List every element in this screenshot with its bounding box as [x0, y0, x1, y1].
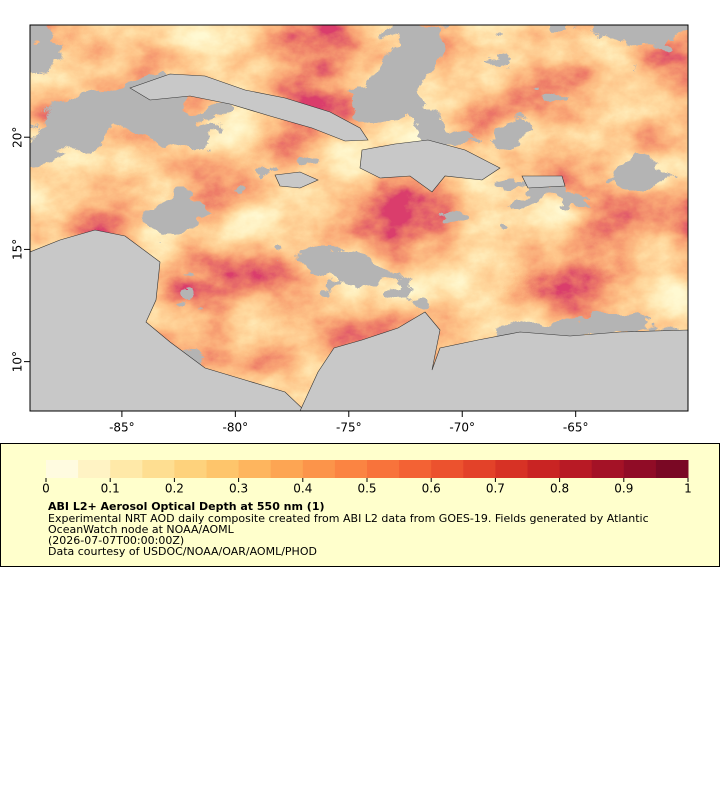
legend-title: ABI L2+ Aerosol Optical Depth at 550 nm …: [48, 500, 325, 513]
colorbar-tick-label: 0.7: [486, 482, 505, 496]
colorbar-tick-label: 1: [684, 482, 692, 496]
colorbar-swatch: [46, 460, 79, 478]
colorbar-swatch: [463, 460, 496, 478]
colorbar-tick-label: 0.6: [422, 482, 441, 496]
colorbar-tick-label: 0.9: [614, 482, 633, 496]
colorbar-tick-label: 0: [42, 482, 50, 496]
colorbar-tick-label: 0.8: [550, 482, 569, 496]
colorbar-swatch: [334, 460, 368, 478]
legend-text: Experimental NRT AOD daily composite cre…: [48, 512, 649, 525]
y-tick-label: 15°: [11, 239, 25, 260]
legend-text: OceanWatch node at NOAA/AOML: [48, 523, 235, 536]
legend-text: Data courtesy of USDOC/NOAA/OAR/AOML/PHO…: [48, 545, 317, 558]
colorbar-tick-label: 0.5: [357, 482, 376, 496]
colorbar-swatch: [78, 460, 111, 478]
x-tick-label: -80°: [223, 421, 249, 435]
colorbar-swatch: [174, 460, 207, 478]
colorbar-swatch: [399, 460, 432, 478]
y-tick-label: 20°: [11, 127, 25, 148]
map-frame: [29, 24, 689, 412]
colorbar-tick-label: 0.2: [165, 482, 184, 496]
colorbar-swatch: [559, 460, 593, 478]
colorbar-tick-label: 0.1: [101, 482, 120, 496]
colorbar-swatch: [623, 460, 657, 478]
colorbar-swatch: [591, 460, 625, 478]
colorbar-swatch: [238, 460, 272, 478]
land: [521, 175, 566, 189]
land: [129, 73, 369, 142]
colorbar-swatch: [367, 460, 400, 478]
colorbar-swatch: [302, 460, 336, 478]
colorbar-swatch: [431, 460, 464, 478]
colorbar-swatch: [527, 460, 561, 478]
colorbar-swatch: [206, 460, 240, 478]
land: [274, 171, 319, 189]
x-tick-label: -70°: [449, 421, 475, 435]
colorbar-tick-label: 0.3: [229, 482, 248, 496]
colorbar-tick-label: 0.4: [293, 482, 312, 496]
colorbar-swatch: [142, 460, 175, 478]
colorbar-swatch: [655, 460, 689, 478]
y-tick-label: 10°: [11, 351, 25, 372]
x-tick-label: -85°: [109, 421, 135, 435]
legend-text: (2026-07-07T00:00:00Z): [48, 534, 184, 547]
land: [299, 311, 688, 411]
land: [359, 139, 501, 193]
x-tick-label: -65°: [563, 421, 589, 435]
colorbar-swatch: [270, 460, 304, 478]
x-tick-label: -75°: [336, 421, 362, 435]
colorbar-swatch: [110, 460, 143, 478]
colorbar-swatch: [495, 460, 528, 478]
map: [30, 25, 688, 411]
